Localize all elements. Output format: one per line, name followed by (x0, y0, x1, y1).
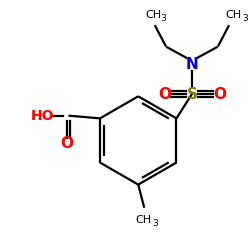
Text: 3: 3 (160, 14, 166, 23)
Text: 3: 3 (152, 218, 158, 228)
Text: S: S (186, 86, 198, 102)
Text: 3: 3 (242, 14, 248, 23)
Text: CH: CH (146, 10, 162, 20)
Text: O: O (213, 86, 226, 102)
Text: HO: HO (31, 109, 54, 123)
Text: CH: CH (225, 10, 241, 20)
Text: O: O (60, 136, 74, 151)
Text: CH: CH (135, 215, 151, 225)
Text: N: N (186, 56, 198, 72)
Text: O: O (158, 86, 171, 102)
